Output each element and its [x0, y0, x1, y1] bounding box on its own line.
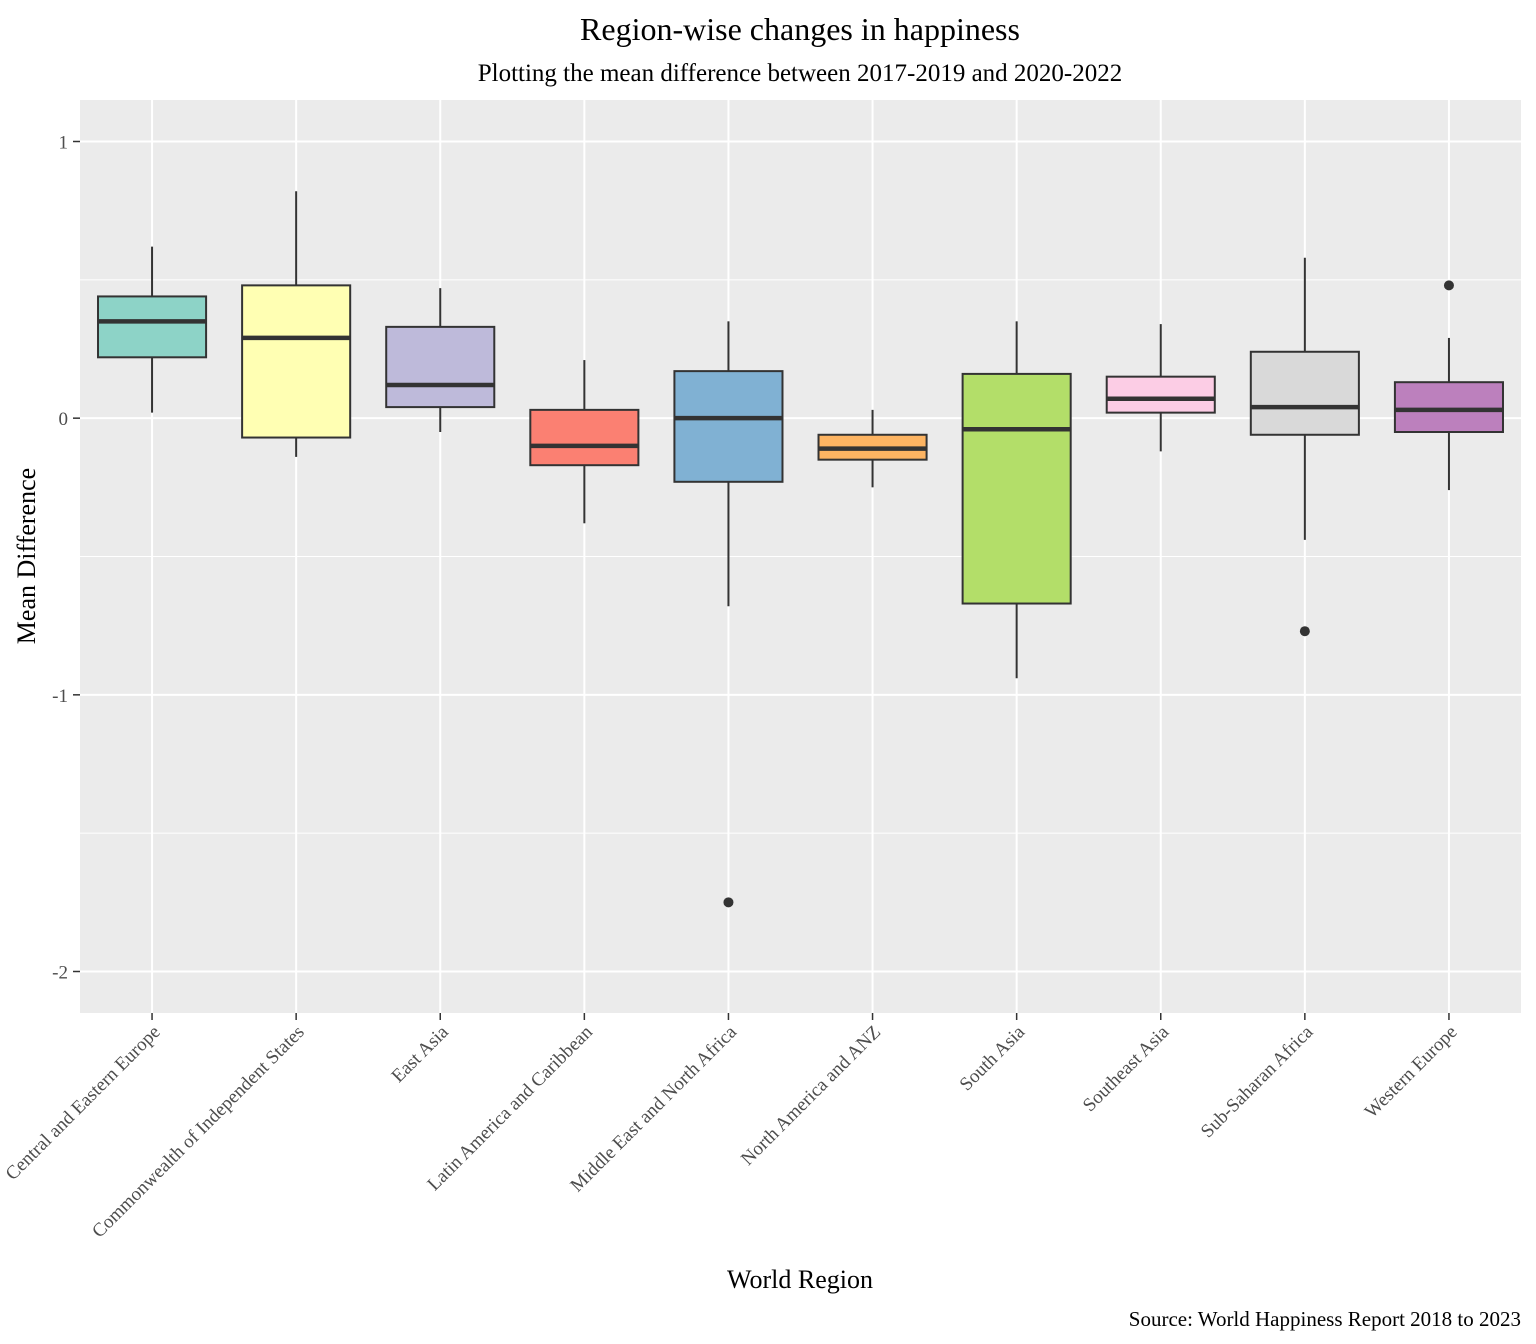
x-tick-label: East Asia [388, 1021, 454, 1087]
chart-caption: Source: World Happiness Report 2018 to 2… [1129, 1307, 1521, 1331]
box-group [1393, 280, 1504, 491]
box-group [673, 321, 784, 908]
outlier-point [723, 897, 734, 908]
box [385, 325, 496, 409]
box [97, 295, 208, 359]
x-tick-label: Western Europe [1361, 1022, 1462, 1123]
x-tick-label: Southeast Asia [1079, 1021, 1174, 1116]
box [961, 372, 1072, 605]
box [529, 408, 640, 467]
box-group [241, 191, 352, 457]
box [1249, 350, 1360, 436]
box-group [1105, 324, 1216, 452]
y-tick-label: 0 [59, 409, 69, 430]
chart-title: Region-wise changes in happiness [580, 11, 1020, 47]
box-group [817, 409, 928, 488]
box [1393, 381, 1504, 434]
boxes [97, 191, 1504, 908]
box [241, 284, 352, 439]
outlier-point [1443, 280, 1454, 291]
x-tick-label: North America and ANZ [737, 1022, 885, 1170]
x-axis-label: World Region [727, 1265, 873, 1294]
y-axis-ticks: 1 0 -1 -2 [52, 133, 80, 984]
box-group [529, 360, 640, 524]
x-tick-label: Middle East and North Africa [566, 1021, 741, 1196]
box [1105, 375, 1216, 414]
box [673, 370, 784, 483]
box-group [97, 246, 208, 413]
chart-subtitle: Plotting the mean difference between 201… [478, 60, 1123, 87]
x-tick-label: Central and Eastern Europe [2, 1022, 165, 1185]
x-tick-label: Latin America and Caribbean [423, 1021, 597, 1195]
y-tick-label: -1 [52, 686, 68, 707]
box-group [385, 288, 496, 432]
outlier-point [1299, 626, 1310, 637]
y-tick-label: -2 [52, 963, 68, 984]
box-group [1249, 257, 1360, 637]
y-tick-label: 1 [59, 133, 69, 154]
box-group [961, 321, 1072, 679]
x-tick-label: South Asia [956, 1021, 1030, 1095]
x-tick-label: Sub-Saharan Africa [1197, 1021, 1318, 1142]
y-axis-label: Mean Difference [12, 468, 41, 644]
